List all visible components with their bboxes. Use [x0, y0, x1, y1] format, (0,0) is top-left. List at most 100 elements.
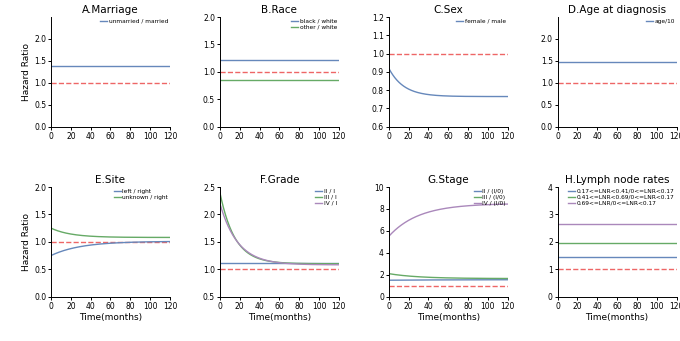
0.69<=LNR/0<=LNR<0.17 [554, 222, 562, 226]
X-axis label: Time(months): Time(months) [417, 313, 480, 322]
IV / (I/0) [406, 218, 414, 222]
II / I [286, 261, 294, 265]
Line: IV / I: IV / I [220, 204, 339, 265]
III / I [246, 253, 254, 257]
IV / I [335, 263, 343, 267]
0.41<=LNR<0.69/0<=LNR<0.17 [624, 241, 632, 245]
III / (I/0) [439, 276, 447, 280]
0.17<=LNR<0.41/0<=LNR<0.17 [584, 255, 592, 259]
Title: E.Site: E.Site [95, 175, 126, 185]
III / (I/0) [504, 277, 512, 281]
III / (I/0) [464, 276, 473, 280]
IV / I [305, 263, 313, 267]
0.17<=LNR<0.41/0<=LNR<0.17 [643, 255, 651, 259]
female / male [406, 88, 414, 92]
black / white [286, 58, 294, 62]
II / (I/0) [415, 278, 424, 282]
unmarried / married [126, 64, 135, 68]
black / white [237, 58, 245, 62]
Legend: black / white, other / white: black / white, other / white [290, 18, 338, 30]
II / (I/0) [385, 278, 393, 282]
unknown / right [47, 226, 55, 230]
unmarried / married [47, 64, 55, 68]
Title: H.Lymph node rates: H.Lymph node rates [565, 175, 669, 185]
IV / I [237, 244, 245, 248]
unknown / right [117, 235, 125, 239]
Line: IV / (I/0): IV / (I/0) [389, 204, 508, 236]
III / I [286, 261, 294, 265]
Title: B.Race: B.Race [261, 5, 297, 15]
unmarried / married [137, 64, 145, 68]
II / I [216, 261, 224, 265]
0.41<=LNR<0.69/0<=LNR<0.17 [554, 241, 562, 245]
II / (I/0) [504, 278, 512, 282]
Legend: II / I, III / I, IV / I: II / I, III / I, IV / I [314, 188, 338, 206]
black / white [335, 58, 343, 62]
female / male [415, 91, 424, 95]
age/10 [554, 60, 562, 64]
unmarried / married [68, 64, 76, 68]
unmarried / married [166, 64, 174, 68]
Legend: II / (I/0), III / (I/0), IV / (I/0): II / (I/0), III / (I/0), IV / (I/0) [473, 188, 507, 206]
IV / (I/0) [464, 204, 473, 208]
II / (I/0) [474, 278, 482, 282]
IV / I [286, 262, 294, 266]
age/10 [584, 60, 592, 64]
age/10 [673, 60, 680, 64]
Line: unknown / right: unknown / right [51, 228, 170, 237]
unknown / right [101, 235, 109, 239]
Title: F.Grade: F.Grade [260, 175, 299, 185]
black / white [246, 58, 254, 62]
II / I [269, 261, 277, 265]
IV / (I/0) [415, 213, 424, 217]
II / (I/0) [406, 278, 414, 282]
0.41<=LNR<0.69/0<=LNR<0.17 [575, 241, 583, 245]
black / white [295, 58, 303, 62]
left / right [101, 241, 109, 246]
III / (I/0) [455, 276, 463, 280]
Line: III / (I/0): III / (I/0) [389, 273, 508, 279]
0.17<=LNR<0.41/0<=LNR<0.17 [554, 255, 562, 259]
Title: G.Stage: G.Stage [428, 175, 469, 185]
Title: C.Sex: C.Sex [433, 5, 463, 15]
black / white [269, 58, 277, 62]
left / right [117, 241, 125, 245]
0.69<=LNR/0<=LNR<0.17 [633, 222, 641, 226]
unknown / right [126, 235, 135, 239]
black / white [305, 58, 313, 62]
age/10 [624, 60, 632, 64]
left / right [126, 240, 135, 244]
IV / (I/0) [385, 234, 393, 238]
II / I [237, 261, 245, 265]
0.69<=LNR/0<=LNR<0.17 [584, 222, 592, 226]
female / male [439, 94, 447, 98]
II / I [295, 261, 303, 265]
IV / I [295, 262, 303, 266]
left / right [68, 246, 76, 250]
unmarried / married [101, 64, 109, 68]
0.17<=LNR<0.41/0<=LNR<0.17 [624, 255, 632, 259]
X-axis label: Time(months): Time(months) [79, 313, 142, 322]
II / (I/0) [455, 278, 463, 282]
IV / (I/0) [504, 202, 512, 206]
female / male [504, 94, 512, 99]
III / I [269, 260, 277, 264]
0.69<=LNR/0<=LNR<0.17 [575, 222, 583, 226]
0.41<=LNR<0.69/0<=LNR<0.17 [633, 241, 641, 245]
0.41<=LNR<0.69/0<=LNR<0.17 [607, 241, 615, 245]
Legend: left / right, unknown / right: left / right, unknown / right [113, 188, 169, 201]
Y-axis label: Hazard Ratio: Hazard Ratio [22, 213, 31, 271]
left / right [78, 244, 86, 249]
III / I [216, 191, 224, 195]
other / white [295, 78, 303, 82]
other / white [335, 78, 343, 82]
left / right [137, 240, 145, 244]
0.17<=LNR<0.41/0<=LNR<0.17 [633, 255, 641, 259]
age/10 [607, 60, 615, 64]
II / I [246, 261, 254, 265]
female / male [455, 94, 463, 98]
II / (I/0) [464, 278, 473, 282]
Legend: 0.17<=LNR<0.41/0<=LNR<0.17, 0.41<=LNR<0.69/0<=LNR<0.17, 0.69<=LNR/0<=LNR<0.17: 0.17<=LNR<0.41/0<=LNR<0.17, 0.41<=LNR<0.… [568, 188, 675, 206]
IV / (I/0) [474, 203, 482, 207]
IV / I [269, 260, 277, 264]
